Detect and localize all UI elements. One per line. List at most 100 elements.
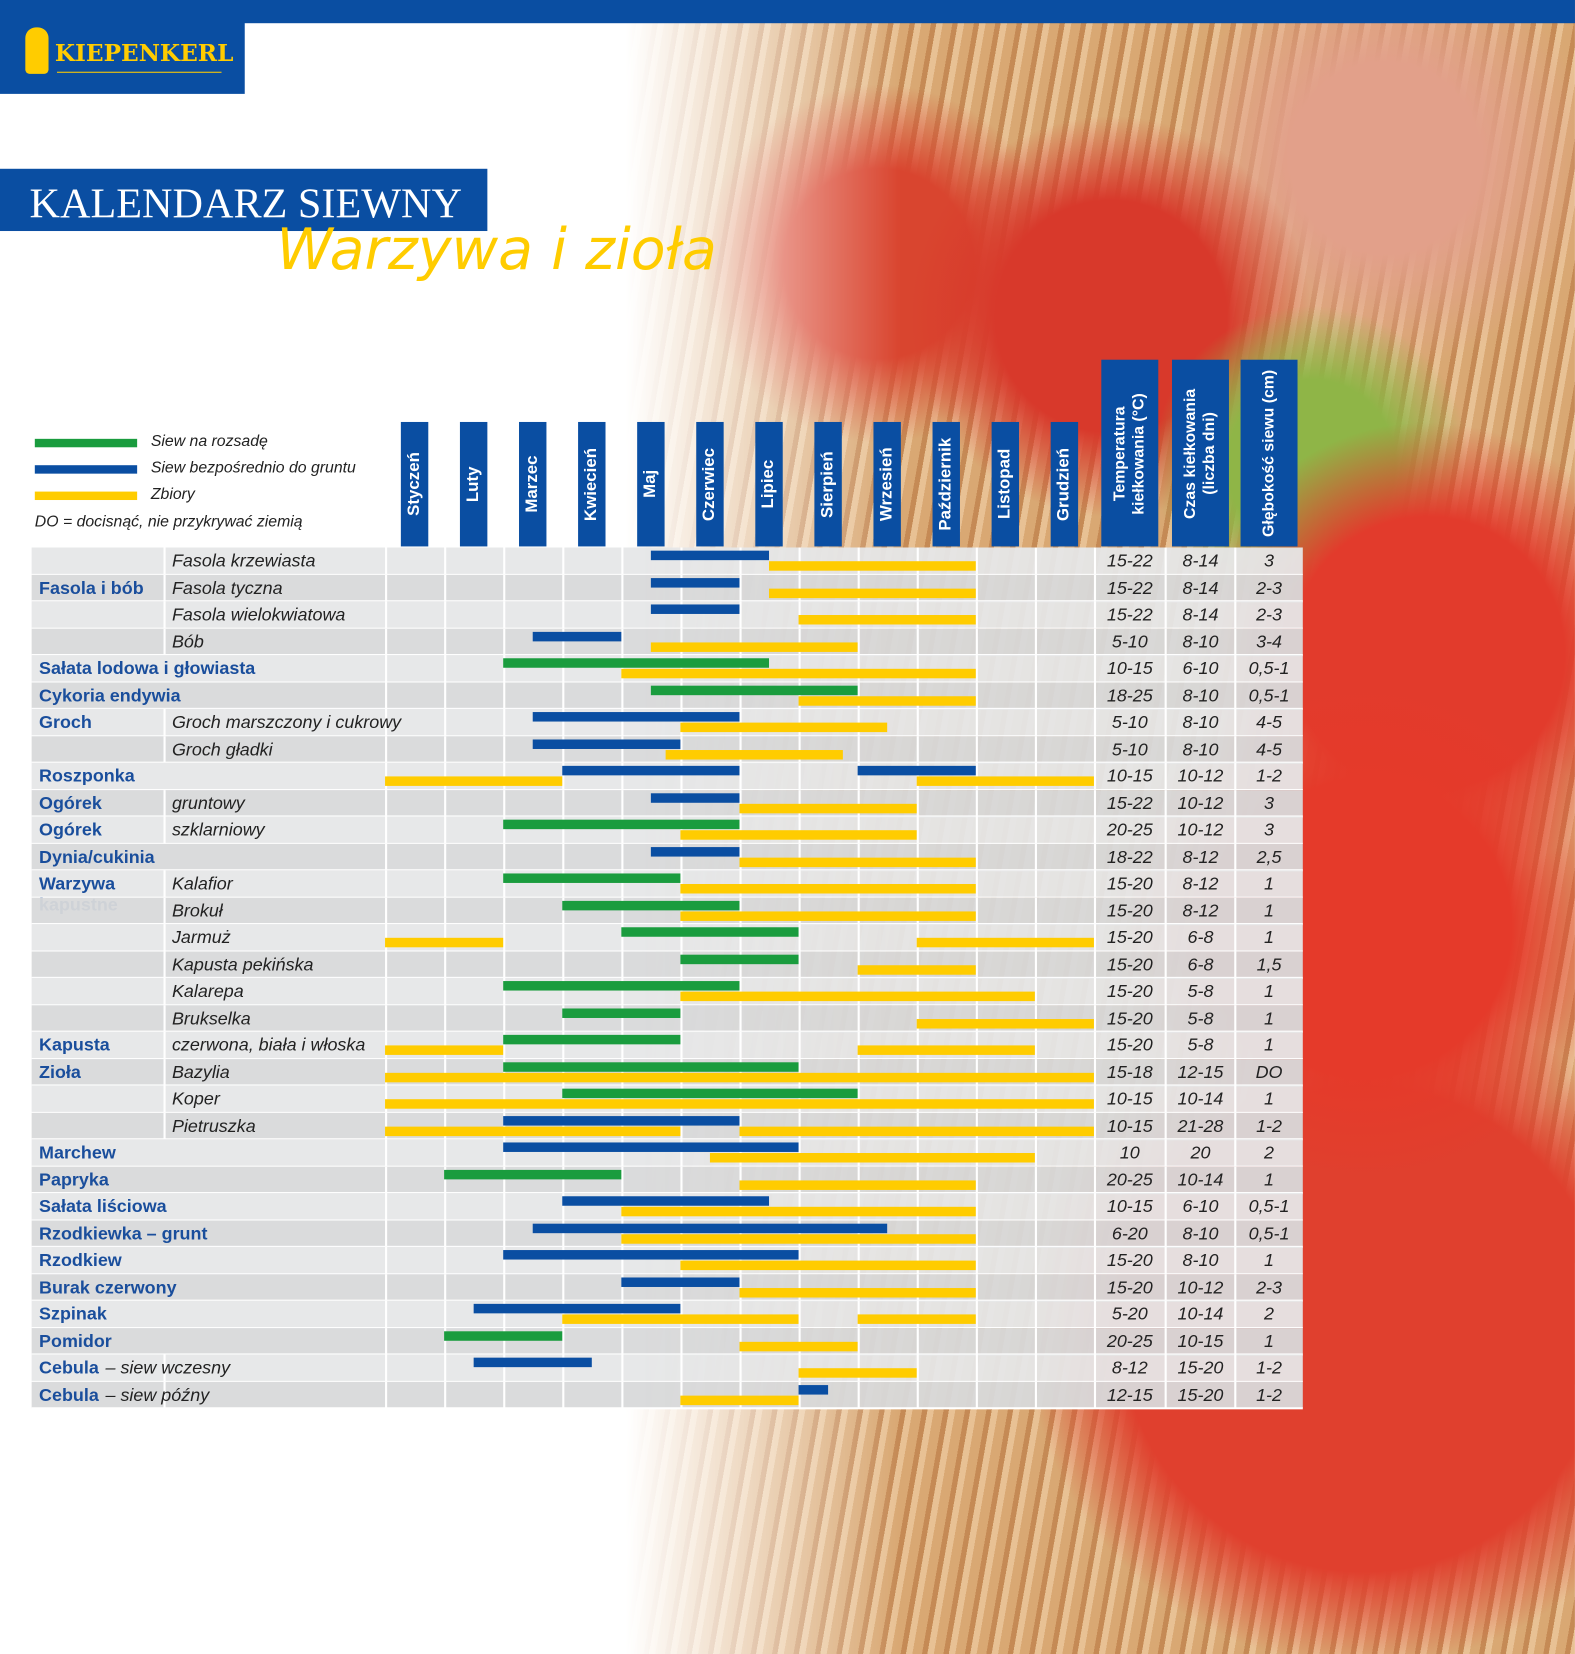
month-divider (444, 1085, 446, 1113)
month-divider (1093, 1085, 1096, 1113)
month-divider (385, 1085, 387, 1113)
item-label: Kalafior (171, 873, 233, 894)
month-divider (1034, 977, 1037, 1005)
month-divider (1034, 1112, 1037, 1140)
month-divider (857, 816, 860, 844)
month-divider (739, 1139, 742, 1167)
month-divider (1034, 1166, 1037, 1194)
month-divider (1034, 816, 1037, 844)
cell-divider (163, 574, 166, 602)
month-header: Maj (637, 421, 665, 547)
month-divider (975, 547, 978, 575)
month-divider (798, 1004, 801, 1032)
table-cell: 1 (1264, 1007, 1275, 1029)
schedule-bar (798, 1368, 917, 1378)
month-divider (1093, 1004, 1096, 1032)
month-divider (562, 950, 564, 978)
month-divider (385, 870, 387, 898)
schedule-bar (532, 1223, 888, 1233)
schedule-bar (739, 1341, 858, 1351)
column-divider (1164, 601, 1167, 629)
month-label: Listopad (996, 449, 1015, 520)
month-divider (444, 574, 446, 602)
column-divider (1234, 1246, 1236, 1274)
month-divider (444, 547, 446, 575)
schedule-bar (857, 964, 976, 975)
month-divider (680, 1246, 682, 1274)
schedule-bar (650, 641, 858, 652)
column-divider (1234, 1193, 1236, 1220)
month-divider (680, 1381, 682, 1409)
month-divider (916, 789, 919, 817)
item-label: Bób (171, 631, 204, 652)
table-cell: 8-12 (1182, 900, 1219, 921)
month-divider (444, 924, 446, 951)
month-divider (385, 1139, 387, 1167)
item-label: gruntowy (171, 792, 245, 813)
month-divider (739, 547, 742, 575)
month-divider (385, 708, 387, 736)
month-divider (1093, 547, 1096, 575)
month-divider (385, 762, 387, 790)
column-divider (1234, 655, 1236, 682)
month-divider (857, 843, 860, 871)
month-header: Wrzesień (873, 421, 901, 547)
month-label: Październik (937, 437, 956, 531)
row-separator (31, 1272, 1303, 1275)
month-divider (621, 977, 623, 1005)
month-divider (1034, 1139, 1037, 1167)
column-header: Temperatura kiełkowania (°C) (1101, 359, 1159, 547)
item-label: Brokuł (171, 900, 223, 921)
month-divider (385, 681, 387, 709)
month-divider (562, 1139, 564, 1167)
month-divider (621, 1246, 623, 1274)
cell-divider (163, 708, 166, 736)
month-divider (857, 655, 860, 682)
month-divider (680, 870, 682, 898)
month-divider (680, 1004, 682, 1032)
table-cell: 20 (1190, 1142, 1211, 1163)
month-divider (1034, 547, 1037, 575)
table-cell: 1 (1264, 873, 1275, 894)
month-divider (385, 1381, 387, 1409)
month-divider (1034, 950, 1037, 978)
schedule-bar (532, 631, 622, 641)
month-divider (444, 977, 446, 1005)
month-label: Wrzesień (878, 447, 897, 522)
schedule-bar (473, 1357, 592, 1368)
column-label: Głębokość siewu (cm) (1259, 369, 1278, 537)
month-divider (1093, 681, 1096, 709)
title-box: KALENDARZ SIEWNY (0, 168, 488, 232)
table-cell: 15-20 (1106, 873, 1153, 894)
month-divider (1034, 1219, 1037, 1247)
column-divider (1234, 1327, 1236, 1355)
month-divider (739, 816, 742, 844)
month-divider (562, 1300, 564, 1328)
column-divider (1164, 1112, 1167, 1140)
column-divider (1164, 1246, 1167, 1274)
table-cell: 15-20 (1106, 900, 1153, 921)
table-cell: 10 (1119, 1142, 1140, 1163)
month-divider (1034, 870, 1037, 898)
month-divider (562, 1246, 564, 1274)
column-divider (1234, 1004, 1236, 1032)
table-cell: 15-20 (1106, 981, 1153, 1002)
month-divider (916, 1166, 919, 1194)
month-divider (798, 1139, 801, 1167)
cell-divider (163, 1381, 166, 1409)
column-header: Głębokość siewu (cm) (1240, 359, 1298, 547)
month-header: Kwiecień (578, 421, 606, 547)
month-divider (1034, 628, 1037, 656)
table-cell: 3 (1264, 792, 1275, 813)
group-label: Szpinak (39, 1303, 107, 1324)
row-separator (31, 1218, 1303, 1221)
month-divider (621, 1085, 623, 1113)
month-divider (621, 816, 623, 844)
month-divider (562, 816, 564, 844)
month-divider (975, 789, 978, 817)
month-divider (444, 897, 446, 925)
month-divider (798, 1273, 801, 1301)
month-header: Lipiec (755, 421, 783, 547)
month-divider (503, 1300, 505, 1328)
month-divider (857, 1300, 860, 1328)
